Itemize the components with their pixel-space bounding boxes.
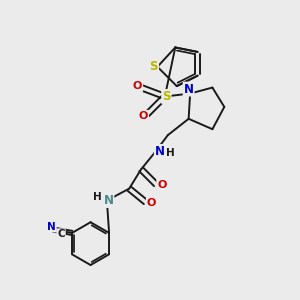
Text: O: O [157, 180, 167, 190]
Text: N: N [155, 145, 165, 158]
Text: O: O [133, 81, 142, 91]
Text: H: H [93, 192, 102, 202]
Text: N: N [47, 222, 56, 232]
Text: O: O [139, 111, 148, 121]
Text: N: N [184, 82, 194, 96]
Text: C: C [57, 229, 65, 239]
Text: S: S [150, 60, 158, 73]
Text: S: S [162, 90, 171, 103]
Text: H: H [167, 148, 175, 158]
Text: N: N [103, 194, 113, 207]
Text: O: O [147, 198, 156, 208]
